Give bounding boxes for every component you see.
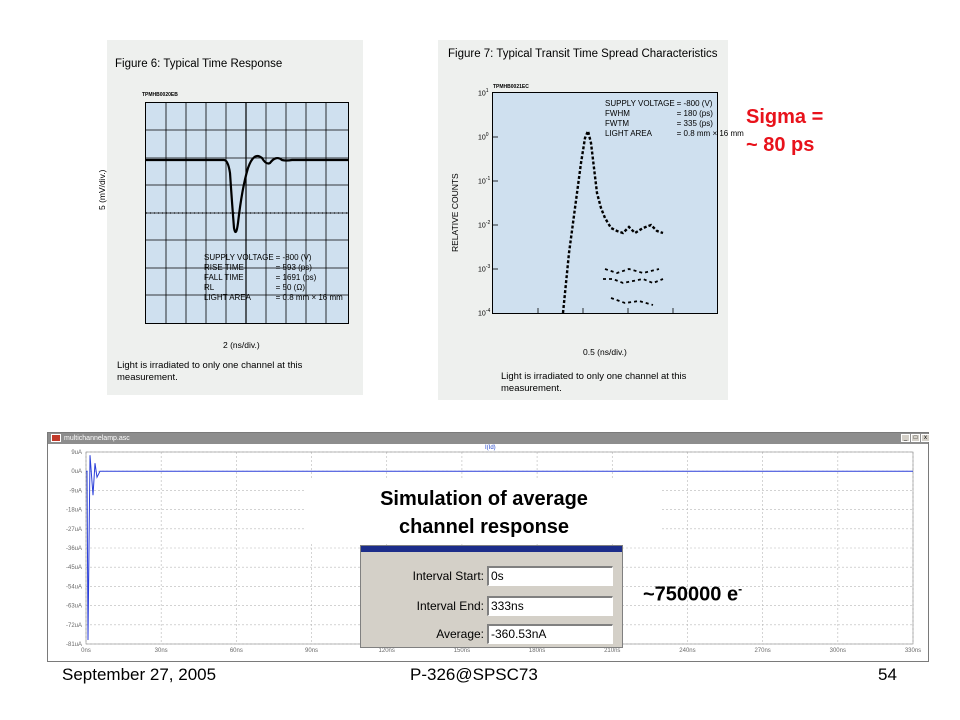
maximize-button[interactable]: □ [911, 434, 920, 442]
figure7-ytick: 100 [478, 132, 489, 142]
x-tick-label: 210ns [604, 648, 620, 654]
figure7-title: Figure 7: Typical Transit Time Spread Ch… [448, 48, 718, 60]
interval-start-field[interactable]: 0s [487, 566, 613, 586]
measurement-dialog[interactable]: Interval Start: 0s Interval End: 333ns A… [360, 545, 623, 648]
footer-date: September 27, 2005 [62, 665, 217, 684]
y-tick-label: -63uA [66, 604, 82, 610]
trace-label[interactable]: I(Id) [485, 445, 496, 451]
interval-end-row: Interval End: 333ns [361, 595, 622, 617]
x-tick-label: 60ns [230, 648, 243, 654]
interval-start-label: Interval Start: [412, 569, 484, 583]
y-tick-label: -9uA [69, 488, 82, 494]
sigma-line1: Sigma = [746, 106, 824, 128]
footer-id: P-326@SPSC73 [410, 665, 538, 684]
simulation-title-line2: channel response [398, 516, 570, 538]
electron-charge-sign: - [738, 582, 743, 596]
minimize-button[interactable]: _ [901, 434, 910, 442]
interval-end-label: Interval End: [416, 599, 484, 613]
figure7-ytick: 10-2 [478, 220, 491, 230]
x-tick-label: 90ns [305, 648, 318, 654]
y-tick-label: -18uA [66, 508, 82, 514]
simulation-title: Simulation of average channel response [306, 480, 662, 542]
figure6-title: Figure 6: Typical Time Response [115, 58, 283, 70]
x-tick-label: 240ns [679, 648, 695, 654]
x-tick-label: 150ns [454, 648, 470, 654]
average-label: Average: [436, 627, 484, 641]
window-title: multichannelamp.asc [64, 435, 130, 442]
y-tick-label: 9uA [71, 450, 82, 456]
y-tick-label: -54uA [66, 584, 82, 590]
interval-start-row: Interval Start: 0s [361, 565, 622, 587]
footer-page-number: 54 [878, 665, 897, 684]
figure7-ytick: 101 [478, 88, 489, 98]
sigma-annotation: Sigma = ~ 80 ps [746, 103, 823, 159]
x-tick-label: 30ns [155, 648, 168, 654]
figure6-tag: TPMHB0020EB [142, 92, 178, 98]
figure6-panel: Figure 6: Typical Time Response TPMHB002… [97, 40, 363, 395]
y-tick-label: -27uA [66, 527, 82, 533]
window-titlebar[interactable]: multichannelamp.asc _ □ x [48, 433, 930, 444]
average-field[interactable]: -360.53nA [487, 624, 613, 644]
electron-count-value: ~750000 e [643, 583, 739, 606]
average-row: Average: -360.53nA [361, 623, 622, 645]
figure7-panel: Figure 7: Typical Transit Time Spread Ch… [438, 40, 744, 400]
y-tick-label: -45uA [66, 565, 82, 571]
y-tick-label: -36uA [66, 546, 82, 552]
figure7-note: Light is irradiated to only one channel … [501, 371, 687, 394]
y-tick-label: -72uA [66, 623, 82, 629]
y-tick-label: 0uA [71, 469, 82, 475]
figure7-tag: TPMHB0021EC [493, 84, 529, 90]
figure6-plot: SUPPLY VOLTAGE = -800 (V) RISE TIME = 593 … [145, 102, 349, 324]
x-tick-label: 180ns [529, 648, 545, 654]
figure7-ytick: 10-3 [478, 264, 491, 274]
x-tick-label: 300ns [830, 648, 846, 654]
figure6-specs: SUPPLY VOLTAGE = -800 (V) RISE TIME = 593 … [204, 253, 343, 302]
app-icon [51, 434, 61, 442]
figure7-plot: SUPPLY VOLTAGE = -800 (V) FWHM = 180 (ps) … [492, 92, 744, 314]
interval-end-field[interactable]: 333ns [487, 596, 613, 616]
y-tick-label: -81uA [66, 642, 82, 648]
current-trace[interactable] [86, 455, 913, 641]
electron-count: ~750000 e- [643, 582, 742, 607]
dialog-titlebar[interactable] [361, 546, 622, 552]
figure7-specs: SUPPLY VOLTAGE = -800 (V) FWHM = 180 (ps) … [605, 99, 744, 138]
x-tick-label: 0ns [81, 648, 91, 654]
close-button[interactable]: x [921, 434, 930, 442]
figure6-note: Light is irradiated to only one channel … [117, 360, 303, 383]
x-tick-label: 270ns [754, 648, 770, 654]
figure7-ytick: 10-1 [478, 176, 491, 186]
simulation-title-line1: Simulation of average [380, 488, 588, 510]
figure6-ylabel: 5 (mV/div.) [97, 169, 107, 210]
figure7-ytick: 10-4 [478, 308, 491, 318]
figure7-xlabel: 0.5 (ns/div.) [583, 347, 627, 357]
figure7-ylabel: RELATIVE COUNTS [450, 173, 460, 252]
sigma-line2: ~ 80 ps [746, 134, 815, 156]
figure6-xlabel: 2 (ns/div.) [223, 340, 260, 350]
x-tick-label: 330ns [905, 648, 921, 654]
x-tick-label: 120ns [379, 648, 395, 654]
